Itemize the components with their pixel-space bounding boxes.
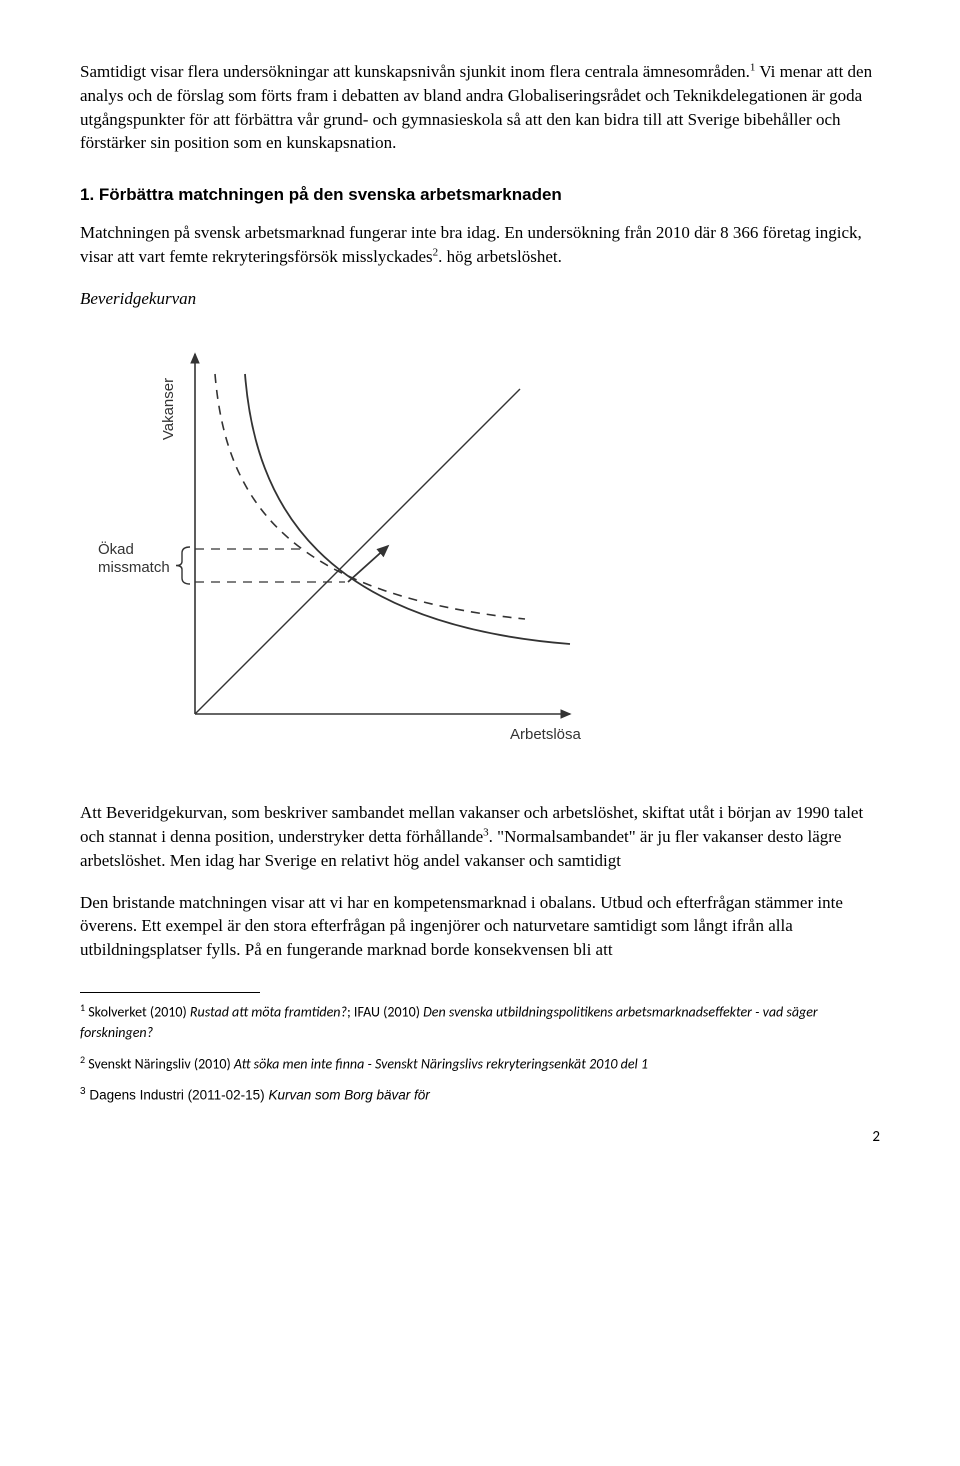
footnote-separator: [80, 992, 260, 993]
footnote-num: 3: [80, 1086, 86, 1097]
footnote-num: 1: [80, 1001, 85, 1014]
text-italic: Kurvan som Borg bävar för: [268, 1088, 429, 1103]
text: Svenskt Näringsliv (2010): [88, 1056, 234, 1073]
text: Samtidigt visar flera undersökningar att…: [80, 62, 750, 81]
paragraph-mismatch: Den bristande matchningen visar att vi h…: [80, 891, 880, 962]
text-italic: Rustad att möta framtiden?: [190, 1004, 347, 1021]
text: Dagens Industri (2011-02-15): [89, 1088, 268, 1103]
footnote-2: 2 Svenskt Näringsliv (2010) Att söka men…: [80, 1053, 880, 1075]
footnote-3: 3 Dagens Industri (2011-02-15) Kurvan so…: [80, 1085, 880, 1105]
svg-text:Vakanser: Vakanser: [160, 378, 177, 440]
footnote-1: 1 Skolverket (2010) Rustad att möta fram…: [80, 1001, 880, 1043]
section-heading-1: 1. Förbättra matchningen på den svenska …: [80, 183, 880, 207]
beveridge-chart: Vakanser Arbetslösa Ökadmissmatch: [80, 324, 880, 771]
page-number: 2: [80, 1127, 880, 1148]
footnote-num: 2: [80, 1053, 85, 1066]
svg-text:Ökad: Ökad: [98, 540, 134, 558]
svg-text:Arbetslösa: Arbetslösa: [510, 726, 582, 743]
subheading-beveridge: Beveridgekurvan: [80, 287, 880, 311]
text: ; IFAU (2010): [347, 1004, 423, 1021]
paragraph-curve-desc: Att Beveridgekurvan, som beskriver samba…: [80, 801, 880, 872]
intro-paragraph: Samtidigt visar flera undersökningar att…: [80, 60, 880, 155]
text: Skolverket (2010): [88, 1004, 190, 1021]
svg-text:missmatch: missmatch: [98, 559, 170, 576]
text: . hög arbetslöshet.: [438, 247, 562, 266]
text-italic: Att söka men inte finna - Svenskt Näring…: [234, 1056, 648, 1073]
paragraph-matching: Matchningen på svensk arbetsmarknad fung…: [80, 221, 880, 269]
footnote-ref-1: 1: [750, 61, 756, 73]
beveridge-svg: Vakanser Arbetslösa Ökadmissmatch: [80, 324, 600, 764]
